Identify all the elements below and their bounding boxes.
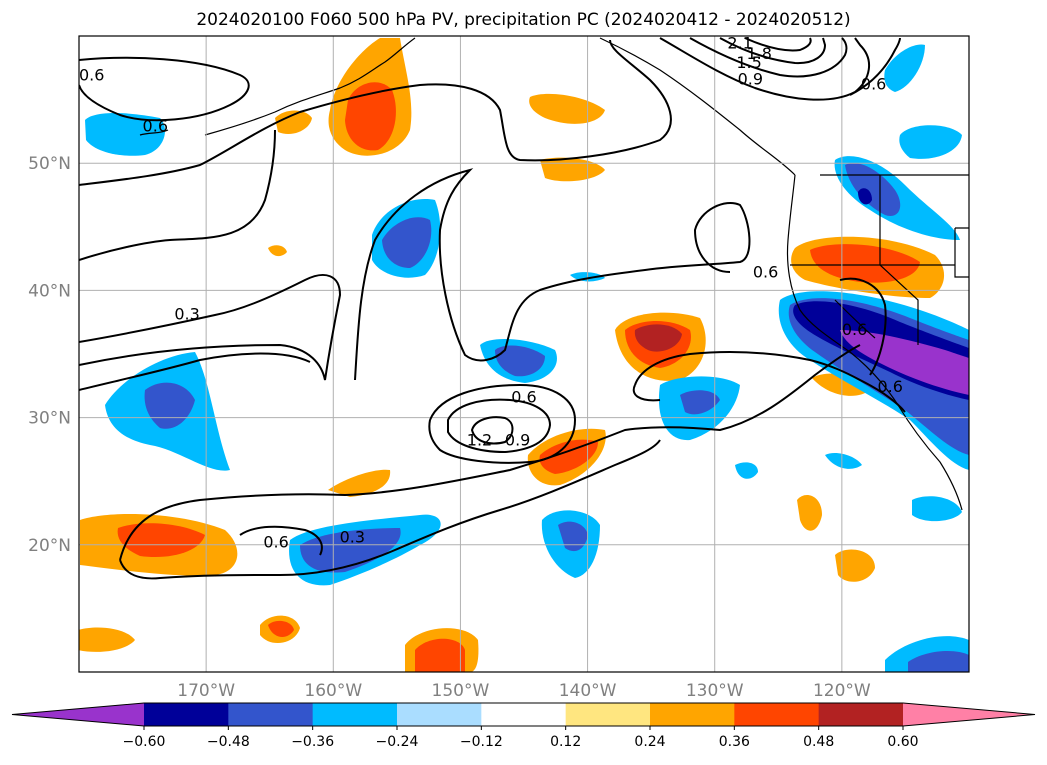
colorbar-tick-label: 0.12	[550, 734, 581, 750]
lon-tick-label: 160°W	[304, 681, 362, 701]
lat-tick-label: 30°N	[28, 409, 71, 429]
precip-positive-region	[79, 627, 135, 652]
colorbar-tick-label: 0.48	[803, 734, 834, 750]
precip-positive-region	[835, 549, 875, 582]
latitude-labels: 50°N 40°N 30°N 20°N	[28, 154, 71, 556]
precip-positive-region	[117, 523, 205, 558]
lat-tick-label: 40°N	[28, 281, 71, 301]
lon-tick-label: 120°W	[813, 681, 871, 701]
longitude-labels: 170°W 160°W 150°W 140°W 130°W 120°W	[177, 681, 871, 701]
precip-negative-region	[845, 162, 901, 216]
colorbar-extend-min	[12, 703, 144, 726]
precip-negative-region	[899, 125, 962, 159]
precip-negative-region	[858, 188, 872, 205]
precip-negative-region	[495, 345, 545, 377]
contour-label: 0.6	[511, 387, 536, 406]
contour-label: 0.6	[79, 66, 104, 85]
colorbar-tick-label: 0.60	[887, 734, 918, 750]
colorbar-tick-label: −0.36	[291, 734, 334, 750]
colorbar-tick-label: −0.12	[460, 734, 503, 750]
precip-positive-region	[268, 620, 294, 637]
colorbar-segment	[650, 703, 735, 726]
contour-label: 1.8	[746, 44, 771, 63]
contour-label: 0.6	[877, 377, 902, 396]
precip-negative-region	[825, 453, 862, 469]
contour-label: 0.3	[174, 305, 199, 324]
gridlines	[79, 36, 969, 672]
lon-tick-label: 140°W	[559, 681, 617, 701]
colorbar-segment	[565, 703, 651, 726]
colorbar-extend-max	[903, 703, 1035, 726]
precip-negative-region	[558, 521, 588, 552]
colorbar: −0.60 −0.48 −0.36 −0.24 −0.12 0.12 0.24 0.36 0.4…	[11, 702, 1036, 750]
colorbar-segment	[228, 703, 314, 726]
precip-negative-region	[840, 330, 969, 395]
colorbar-segment	[481, 703, 567, 726]
colorbar-segment	[312, 703, 398, 726]
contour-label: 0.3	[340, 527, 365, 546]
lon-tick-label: 130°W	[686, 681, 744, 701]
precip-positive-region	[634, 324, 682, 352]
colorbar-tick-label: 0.36	[719, 734, 750, 750]
pv-contours	[79, 37, 906, 580]
colorbar-segment	[734, 703, 820, 726]
precip-negative-region	[912, 496, 962, 522]
contour-label: 0.9	[505, 431, 530, 450]
precip-positive-region	[415, 638, 465, 672]
coastlines	[139, 37, 969, 511]
precip-positive-region	[328, 469, 391, 497]
contour-label: 0.6	[263, 532, 288, 551]
chart-title: 2024020100 F060 500 hPa PV, precipitatio…	[196, 10, 851, 30]
precip-negative-region	[680, 390, 720, 415]
colorbar-segment	[144, 703, 229, 726]
contour-label: 2.1	[727, 34, 752, 53]
map-area: 0.6 0.6 0.3 0.6 1.2 0.9 0.6 0.6 0.6 0.6 0.6 0.3 2.11…	[79, 34, 969, 672]
contour-label: 0.6	[143, 116, 168, 135]
contour-label: 0.6	[842, 320, 867, 339]
precip-positive-region	[268, 245, 287, 257]
precip-positive-region	[797, 495, 822, 531]
precip-positive-region	[529, 93, 605, 124]
precip-positive-region	[539, 439, 598, 474]
colorbar-segment	[818, 703, 904, 726]
precip-negative-region	[85, 113, 165, 156]
contour-label: 0.6	[861, 74, 886, 93]
contour-label: 0.9	[738, 69, 763, 88]
colorbar-tick-label: 0.24	[634, 734, 665, 750]
precip-negative-region	[300, 528, 401, 573]
precip-negative-region	[735, 462, 758, 479]
precip-negative-region	[908, 650, 969, 672]
colorbar-tick-label: −0.24	[376, 734, 419, 750]
precip-negative-region	[382, 217, 432, 268]
lon-tick-label: 170°W	[177, 681, 235, 701]
contour-label: 0.6	[753, 263, 778, 282]
colorbar-segment	[397, 703, 482, 726]
contour-label: 1.2	[467, 431, 492, 450]
colorbar-tick-label: −0.60	[123, 734, 166, 750]
lon-tick-label: 150°W	[432, 681, 490, 701]
precip-negative-region	[884, 44, 925, 92]
map-border	[78, 35, 970, 673]
contour-label: 1.5	[736, 53, 761, 72]
precip-positive-region	[275, 110, 312, 135]
precip-positive-region	[810, 244, 920, 283]
lat-tick-label: 50°N	[28, 154, 71, 174]
contour-labels: 0.6 0.6 0.3 0.6 1.2 0.9 0.6 0.6 0.6 0.6 0.6 0.3 2.11…	[79, 34, 903, 551]
lat-tick-label: 20°N	[28, 536, 71, 556]
precip-positive-region	[345, 82, 396, 151]
colorbar-tick-label: −0.48	[207, 734, 250, 750]
